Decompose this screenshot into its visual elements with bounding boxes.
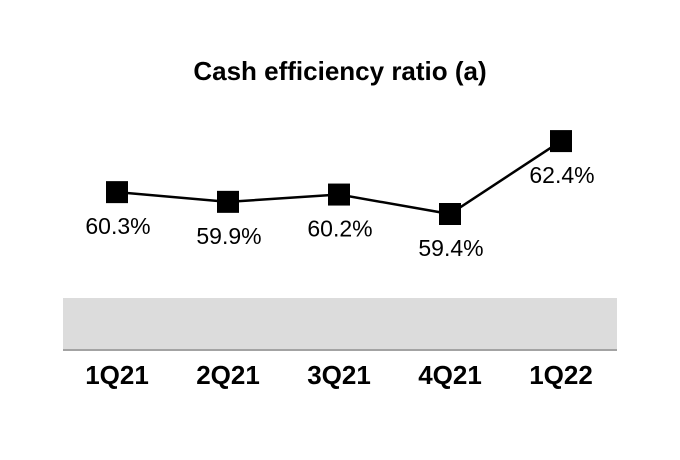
data-point-label: 59.9% (196, 223, 261, 249)
data-point-label: 60.2% (307, 216, 372, 242)
data-point-label: 62.4% (529, 162, 594, 188)
x-axis-labels: 1Q21 2Q21 3Q21 4Q21 1Q22 (0, 360, 680, 394)
data-point-marker (106, 181, 128, 204)
data-point-marker (439, 203, 461, 225)
data-point-marker (328, 183, 350, 206)
data-point-marker (217, 190, 239, 213)
data-point-marker (550, 130, 572, 153)
data-point-label: 59.4% (418, 235, 483, 261)
x-axis-tick-label: 1Q22 (529, 360, 593, 390)
chart-title: Cash efficiency ratio (a) (193, 56, 487, 86)
x-axis-tick-label: 3Q21 (307, 360, 371, 390)
x-axis-band (63, 298, 617, 351)
x-axis-tick-label: 1Q21 (85, 360, 149, 390)
data-point-label: 60.3% (85, 213, 150, 239)
x-axis-tick-label: 2Q21 (196, 360, 260, 390)
x-axis-tick-label: 4Q21 (418, 360, 482, 390)
